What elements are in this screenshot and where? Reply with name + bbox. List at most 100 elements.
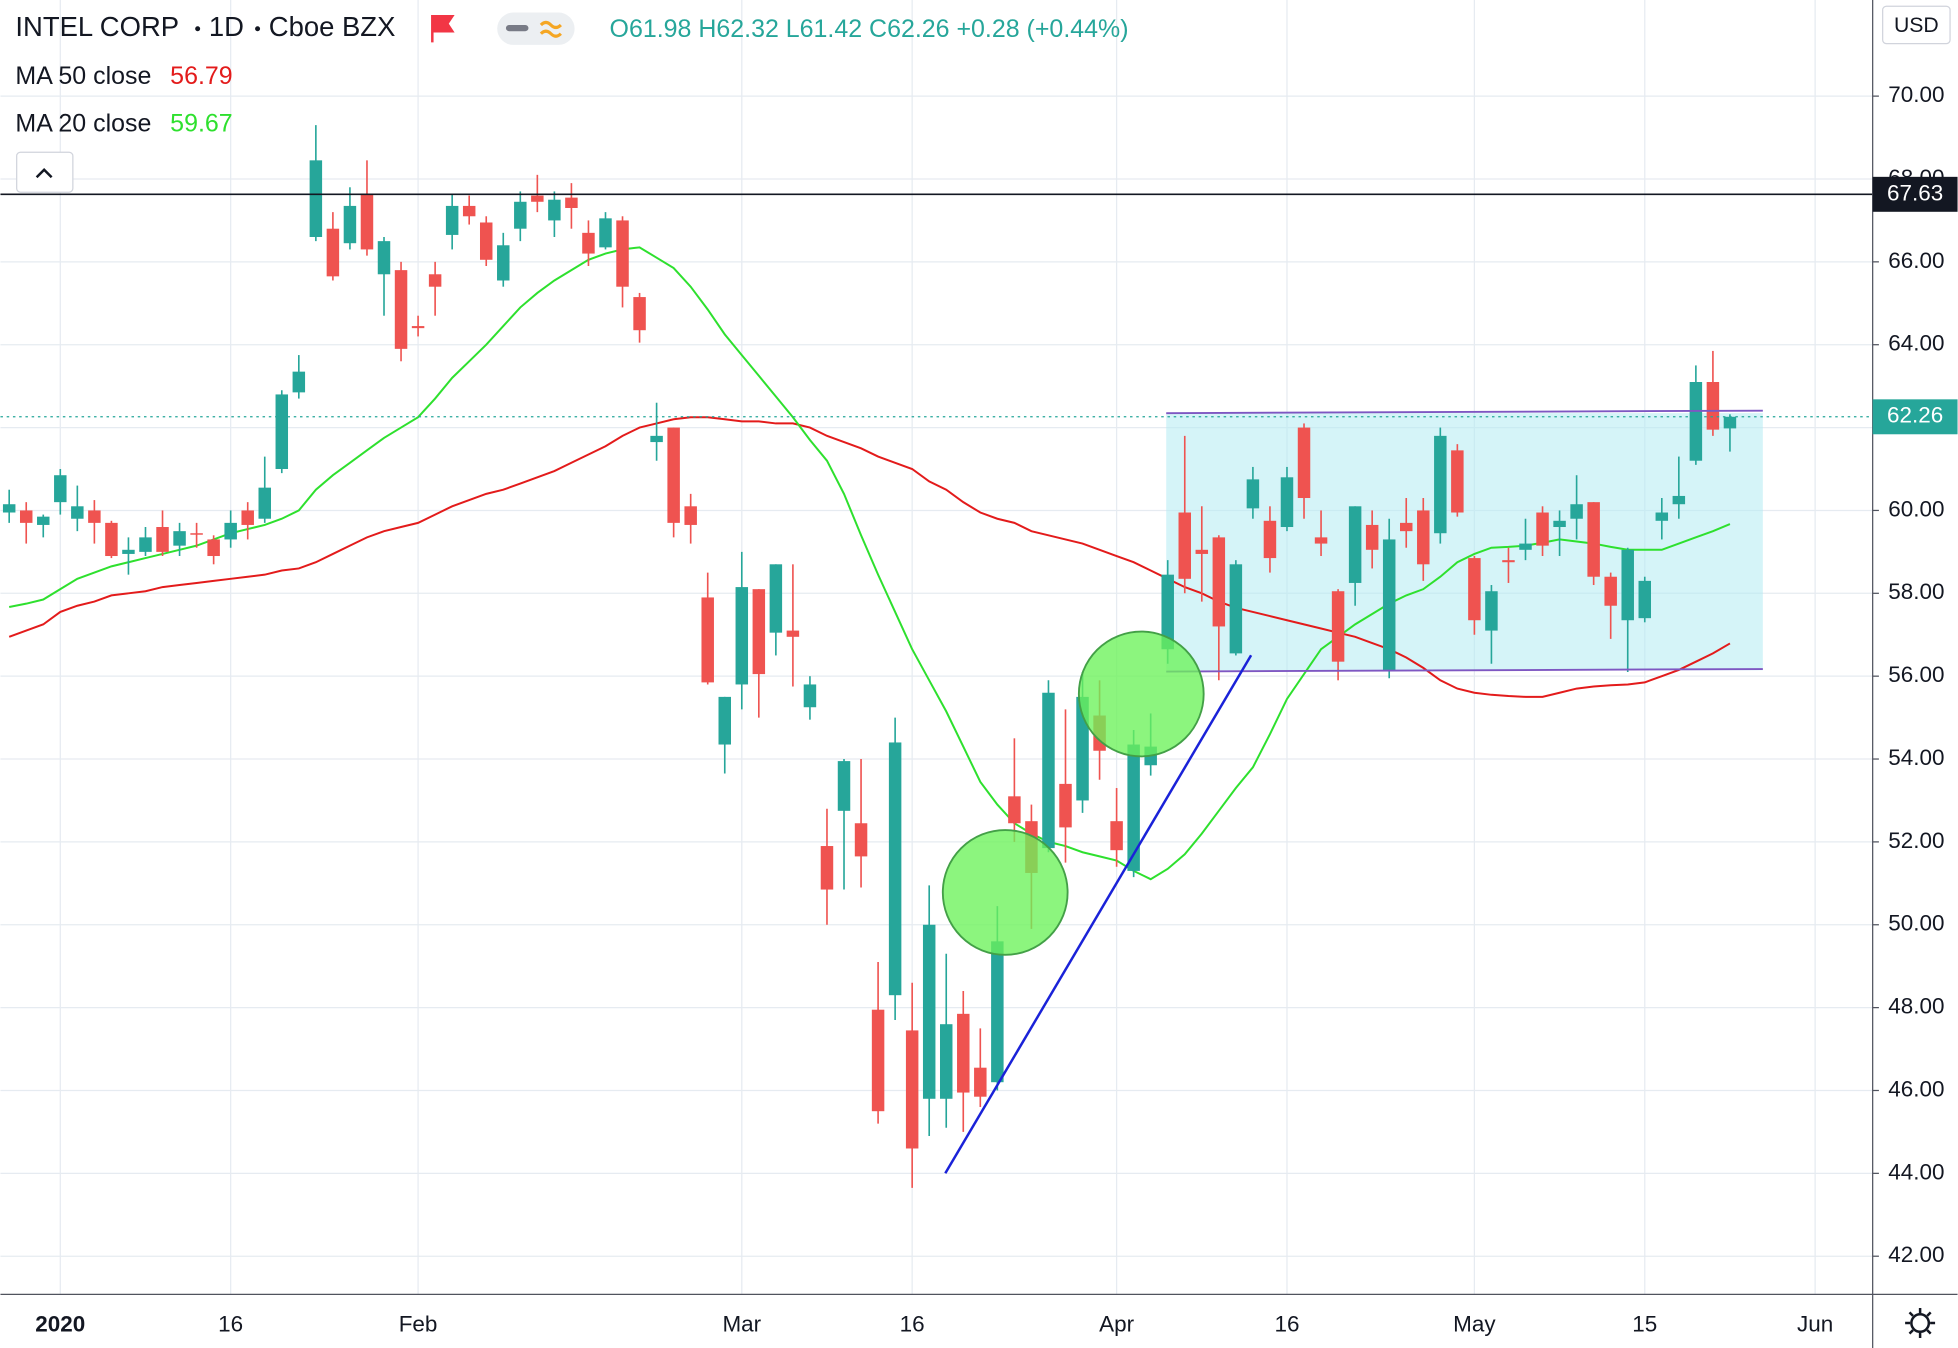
ohlc-prefix: C: [869, 15, 887, 43]
y-tick-label: 58.00: [1888, 579, 1944, 604]
candle-body: [241, 510, 254, 525]
candle-body: [1587, 502, 1600, 577]
candle-body: [1723, 416, 1737, 429]
candle-body: [667, 427, 680, 523]
time-axis-area: [0, 1294, 1873, 1348]
candle-body: [445, 205, 459, 235]
candle-body: [1110, 821, 1123, 851]
candle-body: [1553, 520, 1566, 528]
candle-body: [701, 597, 714, 683]
candle-body: [1059, 783, 1072, 828]
ohlc-prefix: O: [610, 15, 629, 43]
ma-line: [8, 416, 1731, 698]
x-tick-label: Apr: [1099, 1311, 1134, 1336]
candle-body: [190, 533, 203, 535]
ohlc-close: 62.26: [887, 15, 949, 43]
y-tick-label: 42.00: [1888, 1242, 1944, 1267]
candle-body: [1331, 591, 1345, 662]
candle-body: [156, 527, 169, 552]
candle-body: [1042, 692, 1055, 849]
price-axis-area: [1872, 0, 1958, 1348]
candle-body: [292, 371, 306, 393]
candle-body: [837, 761, 851, 811]
trend-line: [944, 654, 1253, 1174]
resistance-line: [1166, 409, 1763, 415]
y-tick-label: 48.00: [1888, 994, 1944, 1019]
candle-body: [1502, 560, 1515, 563]
candle-body: [326, 228, 340, 277]
currency: USD: [1894, 14, 1939, 37]
candle-body: [139, 537, 152, 552]
flag-icon[interactable]: [431, 14, 455, 43]
candle-body: [871, 1009, 885, 1112]
separator: [255, 26, 261, 32]
y-tick-label: 60.00: [1888, 496, 1944, 521]
moving-averages: [8, 246, 1731, 881]
currency-box[interactable]: [1882, 5, 1951, 45]
level-label-box: [1872, 176, 1958, 212]
grid: [0, 0, 1873, 1295]
ohlc: O61.98 H62.32 L61.42 C62.26 +0.28 (+0.44…: [610, 15, 1129, 43]
exchange: Cboe BZX: [269, 11, 396, 42]
ohlc-prefix: H: [698, 15, 716, 43]
candle-body: [1382, 539, 1396, 670]
candle-body: [565, 197, 578, 208]
ma-line: [8, 246, 1731, 881]
settings-icon[interactable]: [1905, 1308, 1936, 1339]
candle-body: [548, 199, 561, 221]
candle-body: [684, 506, 697, 525]
candle-body: [1485, 591, 1498, 631]
y-tick-label: 66.00: [1888, 248, 1944, 273]
y-tick-label: 54.00: [1888, 745, 1944, 770]
candle-body: [514, 201, 527, 229]
axes: 42.00 44.00 46.00 48.00 50.00 52.00 54.00 56.00…: [35, 82, 1958, 1336]
candle-body: [1246, 479, 1260, 509]
candle-body: [803, 684, 817, 708]
candle-body: [1655, 512, 1669, 521]
legend-label: MA 20 close: [15, 109, 151, 137]
candle-body: [633, 297, 646, 331]
x-tick-label: 16: [900, 1311, 925, 1336]
candle-body: [1314, 537, 1328, 544]
candle-body: [173, 531, 186, 546]
candle-body: [88, 510, 101, 523]
symbol: INTEL CORP: [15, 11, 179, 42]
candle-body: [718, 696, 731, 745]
candle-body: [1161, 574, 1174, 650]
candle-body: [1365, 524, 1379, 550]
range-box: [1166, 413, 1763, 671]
gear: [1910, 1313, 1931, 1334]
candle-body: [1689, 382, 1703, 461]
toggle-icon: [505, 24, 529, 32]
interval: 1D: [209, 11, 244, 42]
x-tick-label: 16: [1274, 1311, 1299, 1336]
candle-body: [360, 193, 374, 250]
candle-body: [531, 195, 544, 202]
price-levels: [0, 193, 1873, 418]
candle-body: [428, 274, 442, 287]
candle-body: [939, 1024, 953, 1099]
ohlc-low: 61.42: [800, 15, 862, 43]
collapse-button[interactable]: [16, 151, 74, 193]
legend-value: 56.79: [170, 62, 232, 90]
legend-label: MA 50 close: [15, 62, 151, 90]
candle-body: [2, 504, 16, 513]
candle-body: [1417, 510, 1430, 565]
candle-body: [888, 742, 902, 996]
last-price-label: 62.26: [1887, 403, 1943, 428]
candle-body: [1434, 435, 1447, 534]
candle-body: [820, 846, 834, 890]
candle-body: [1127, 744, 1140, 871]
x-tick-label: Mar: [722, 1311, 761, 1336]
candle-body: [54, 475, 67, 503]
candle-body: [735, 587, 749, 685]
candle-body: [37, 516, 50, 525]
candle-body: [1451, 450, 1464, 513]
candle-body: [1348, 506, 1362, 583]
x-tick-label: Jun: [1797, 1311, 1833, 1336]
y-tick-label: 50.00: [1888, 911, 1944, 936]
candle-body: [1280, 477, 1294, 528]
candle-body: [122, 549, 135, 554]
candle-body: [991, 941, 1004, 1083]
